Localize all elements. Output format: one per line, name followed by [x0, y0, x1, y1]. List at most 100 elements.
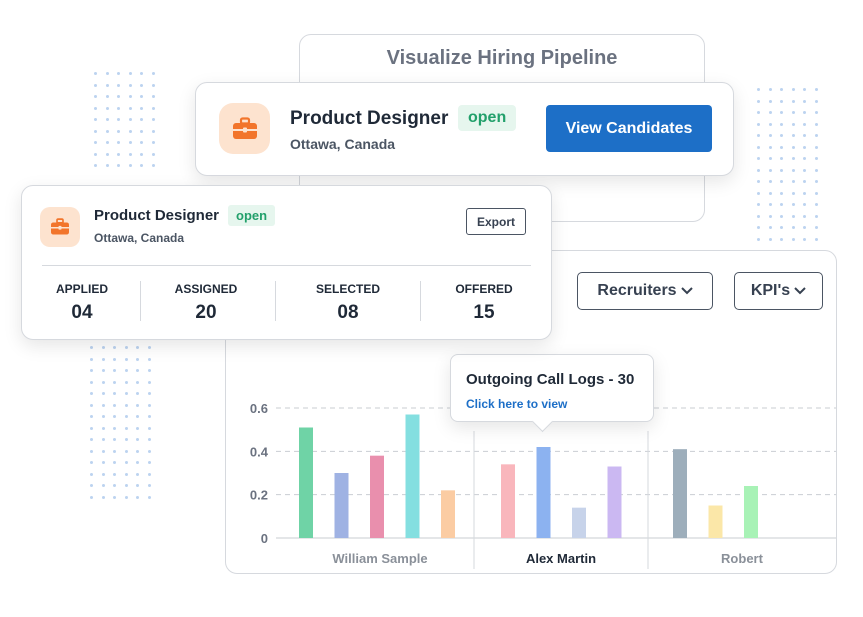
dot [780, 99, 783, 103]
dot [803, 88, 806, 91]
dot [136, 346, 139, 349]
bar [536, 447, 551, 538]
dot [113, 449, 116, 453]
dot [90, 461, 93, 464]
dot [791, 191, 795, 195]
tooltip-link[interactable]: Click here to view [466, 397, 568, 411]
dot [128, 152, 132, 156]
dot [780, 122, 783, 126]
dot [128, 164, 132, 167]
stat-selected: SELECTED 08 [288, 282, 408, 324]
dot [90, 484, 93, 487]
dot [124, 426, 128, 430]
dot [140, 129, 143, 133]
dot [124, 369, 128, 372]
dot [90, 392, 93, 395]
dot [147, 438, 151, 441]
bar [370, 455, 384, 538]
dot [791, 237, 795, 241]
dot [117, 164, 120, 167]
bar [673, 449, 687, 538]
dot [780, 145, 783, 149]
dot [791, 180, 795, 183]
dot [780, 168, 783, 172]
dot [757, 191, 760, 195]
dot [136, 495, 139, 499]
dot [94, 83, 97, 87]
dot [768, 180, 772, 183]
dot [101, 472, 105, 476]
dot [136, 438, 139, 441]
tooltip-title: Outgoing Call Logs - 30 [466, 371, 635, 388]
dot [814, 145, 818, 149]
view-candidates-button[interactable]: View Candidates [546, 105, 712, 152]
dot [113, 484, 116, 487]
dot [768, 214, 772, 218]
stat-offered: OFFERED 15 [424, 282, 544, 324]
job-card: Product Designer open Ottawa, Canada Vie… [195, 82, 734, 176]
dot [803, 237, 806, 241]
dot [140, 83, 143, 87]
dot [105, 118, 109, 121]
dot [757, 145, 760, 149]
dot [814, 203, 818, 206]
status-badge: open [228, 205, 276, 226]
dot [136, 472, 139, 476]
dot [124, 495, 128, 499]
dot [124, 472, 128, 476]
dot [101, 415, 105, 418]
dot [147, 415, 151, 418]
dot [147, 484, 151, 487]
dot [90, 403, 93, 407]
dot [768, 157, 772, 160]
dot [757, 88, 760, 91]
dot [147, 426, 151, 430]
dot [791, 203, 795, 206]
dot [151, 83, 155, 87]
dot [757, 99, 760, 103]
bar [708, 505, 723, 538]
stat-value: 15 [473, 302, 495, 323]
bar [572, 507, 586, 538]
dot [814, 122, 818, 126]
dot [113, 426, 116, 430]
dot [768, 99, 772, 103]
y-tick-label: 0.4 [250, 444, 269, 459]
dot [136, 403, 139, 407]
dot [90, 415, 93, 418]
dot [140, 95, 143, 98]
dot [113, 461, 116, 464]
kpi-dropdown[interactable]: KPI's [734, 272, 823, 310]
stat-applied: APPLIED 04 [22, 282, 142, 324]
dot [757, 180, 760, 183]
export-button[interactable]: Export [466, 208, 526, 235]
y-tick-label: 0.2 [250, 488, 268, 503]
dot [147, 369, 151, 372]
recruiters-dropdown[interactable]: Recruiters [577, 272, 713, 310]
dot [101, 461, 105, 464]
dot [757, 157, 760, 160]
dot [136, 380, 139, 384]
dot [780, 214, 783, 218]
dot [113, 495, 116, 499]
dot [768, 203, 772, 206]
dot [803, 191, 806, 195]
dot [117, 129, 120, 133]
dot [94, 129, 97, 133]
dot [814, 180, 818, 183]
dot [113, 403, 116, 407]
dot [105, 106, 109, 110]
job-title: Product Designer [94, 207, 220, 224]
dot [140, 118, 143, 121]
dot [128, 72, 132, 75]
stat-divider [140, 281, 141, 321]
dot [151, 152, 155, 156]
dot [136, 357, 139, 361]
stat-label: ASSIGNED [174, 282, 238, 296]
bar-chart: 0 0.2 0.4 0.6 William Sample Alex Martin Rober… [250, 401, 836, 569]
bar [405, 414, 420, 538]
dot [791, 88, 795, 91]
dot [140, 152, 143, 156]
dot [147, 472, 151, 476]
job-summary-card: Product Designer open Ottawa, Canada Exp… [21, 185, 552, 340]
